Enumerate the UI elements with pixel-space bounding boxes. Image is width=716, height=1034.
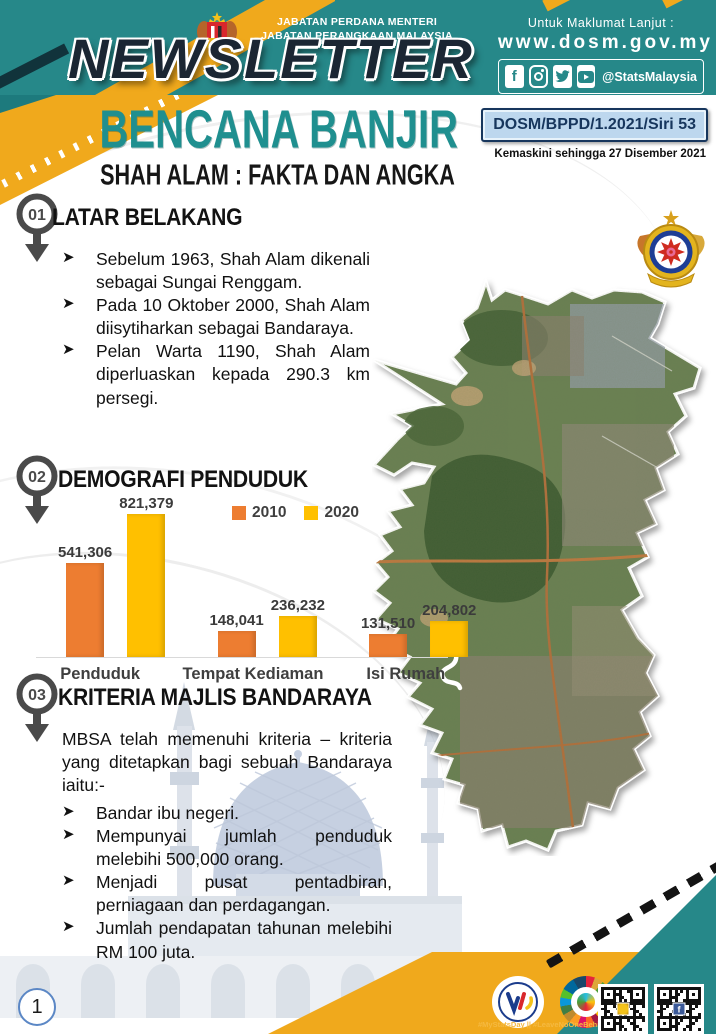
social-links-box: f @StatsMalaysia <box>498 59 704 94</box>
legend-swatch <box>232 506 246 520</box>
chart-category-row: Penduduk Tempat Kediaman Isi Rumah <box>36 665 448 684</box>
bar-group: 541,306 821,379 <box>58 495 173 657</box>
chart-plot-area: 541,306 821,379 148,041 236,232 131,510 204,8… <box>36 495 476 658</box>
instagram-icon[interactable] <box>528 65 548 88</box>
svg-text:02: 02 <box>28 469 46 486</box>
page-subtitle: SHAH ALAM : FAKTA DAN ANGKA <box>100 159 455 191</box>
info-label: Untuk Maklumat Lanjut : <box>527 16 675 30</box>
bar-group: 148,041 236,232 <box>209 597 325 657</box>
legend-swatch <box>304 506 319 520</box>
youtube-icon[interactable] <box>576 65 596 88</box>
list-item: ➤ Pada 10 Oktober 2000, Shah Alam diisyti… <box>62 295 370 339</box>
mbsa-crest <box>637 210 705 288</box>
bar-value-label: 236,232 <box>270 597 325 614</box>
bullet-arrow-icon: ➤ <box>62 918 75 936</box>
latar-belakang-list: ➤ Sebelum 1963, Shah Alam dikenali sebaga… <box>62 248 370 410</box>
gold-stripe <box>661 0 716 9</box>
section-heading-demografi: DEMOGRAFI PENDUDUK <box>58 466 308 493</box>
kriteria-intro: MBSA telah memenuhi kriteria – kriteria … <box>62 729 392 796</box>
bar-2020 <box>430 621 469 657</box>
series-reference-badge: DOSM/BPPD/1.2021/Siri 53 <box>481 108 708 142</box>
legend-label: 2020 <box>324 504 359 521</box>
bar-2010 <box>369 634 408 657</box>
section-pin-03: 03 <box>16 673 58 742</box>
category-label: Tempat Kediaman <box>182 665 324 683</box>
list-item: ➤ Sebelum 1963, Shah Alam dikenali sebaga… <box>62 249 370 293</box>
category-label: Isi Rumah <box>366 665 446 683</box>
dark-stripe <box>0 43 70 93</box>
kriteria-list: ➤ Bandar ibu negeri. ➤ Mempunyai jumlah pe… <box>62 802 392 964</box>
chart-legend: 2010 2020 <box>232 504 359 522</box>
facebook-icon[interactable]: f <box>505 65 524 88</box>
website-link[interactable]: www.dosm.gov.my <box>498 32 713 53</box>
bar-2020 <box>278 616 317 657</box>
qr-code-facebook[interactable]: f <box>654 984 704 1034</box>
page-number-text: 1 <box>31 995 43 1018</box>
bullet-arrow-icon: ➤ <box>62 872 75 890</box>
footer-hashtags: #MyStatsDay || #LeaveNoOneBehind <box>478 1020 609 1029</box>
list-item: ➤ Jumlah pendapatan tahunan melebihi RM 1… <box>62 918 392 962</box>
category-label: Penduduk <box>60 665 141 683</box>
section-heading-kriteria: KRITERIA MAJLIS BANDARAYA <box>58 684 372 711</box>
malaysia-coat-of-arms <box>197 12 237 48</box>
bar-2010 <box>66 563 105 657</box>
svg-text:01: 01 <box>28 207 46 224</box>
shah-alam-satellite-map <box>372 277 702 852</box>
section-heading-latar-belakang: LATAR BELAKANG <box>52 204 243 231</box>
bar-value-label: 204,802 <box>422 602 477 619</box>
bar-value-label: 541,306 <box>58 544 113 561</box>
bar-2010 <box>217 631 256 657</box>
list-item: ➤ Menjadi pusat pentadbiran, perniagaan d… <box>62 872 392 916</box>
header-band: JABATAN PERDANA MENTERI JABATAN PERANGKA… <box>0 0 716 95</box>
bar-value-label: 148,041 <box>209 612 264 629</box>
bullet-arrow-icon: ➤ <box>62 341 75 359</box>
list-item: ➤ Bandar ibu negeri. <box>62 803 240 823</box>
bar-2020 <box>127 514 166 657</box>
bar-group: 131,510 204,802 <box>361 602 476 657</box>
updated-date: Kemaskini sehingga 27 Disember 2021 <box>494 148 706 160</box>
demography-bar-chart: 2010 2020 541,306 821,379 148,041 236,232 131… <box>36 492 476 684</box>
list-item: ➤ Mempunyai jumlah penduduk melebihi 500,… <box>62 826 392 870</box>
page-number: 1 <box>18 988 56 1026</box>
bullet-arrow-icon: ➤ <box>62 826 75 844</box>
svg-text:03: 03 <box>28 687 46 704</box>
legend-item: 2010 <box>232 504 286 522</box>
dept-line1: JABATAN PERDANA MENTERI <box>276 16 438 28</box>
legend-label: 2010 <box>252 504 287 521</box>
bullet-arrow-icon: ➤ <box>62 803 75 820</box>
masthead: BENCANA BANJIR SHAH ALAM : FAKTA DAN ANG… <box>55 98 500 191</box>
department-name: JABATAN PERDANA MENTERI JABATAN PERANGKA… <box>242 15 472 43</box>
bullet-arrow-icon: ➤ <box>62 295 75 313</box>
contact-block: Untuk Maklumat Lanjut : www.dosm.gov.my … <box>498 16 713 94</box>
social-handle[interactable]: @StatsMalaysia <box>602 69 698 84</box>
mystatsday-logo <box>492 976 544 1028</box>
newsletter-title: NEWSLETTER <box>68 27 474 90</box>
bullet-arrow-icon: ➤ <box>62 249 75 266</box>
section-pin-02: 02 <box>16 455 58 524</box>
qr-code-dosm[interactable] <box>598 984 648 1034</box>
legend-item: 2020 <box>304 504 359 522</box>
dept-line2: JABATAN PERANGKAAN MALAYSIA <box>261 30 453 43</box>
bar-value-label: 821,379 <box>119 495 174 512</box>
twitter-icon[interactable] <box>552 65 572 88</box>
bar-value-label: 131,510 <box>360 615 416 632</box>
section-pin-01: 01 <box>16 193 58 262</box>
page-title: BENCANA BANJIR <box>99 98 459 160</box>
gold-stripe <box>542 0 614 12</box>
list-item: ➤ Pelan Warta 1190, Shah Alam diperluaska… <box>62 341 370 408</box>
